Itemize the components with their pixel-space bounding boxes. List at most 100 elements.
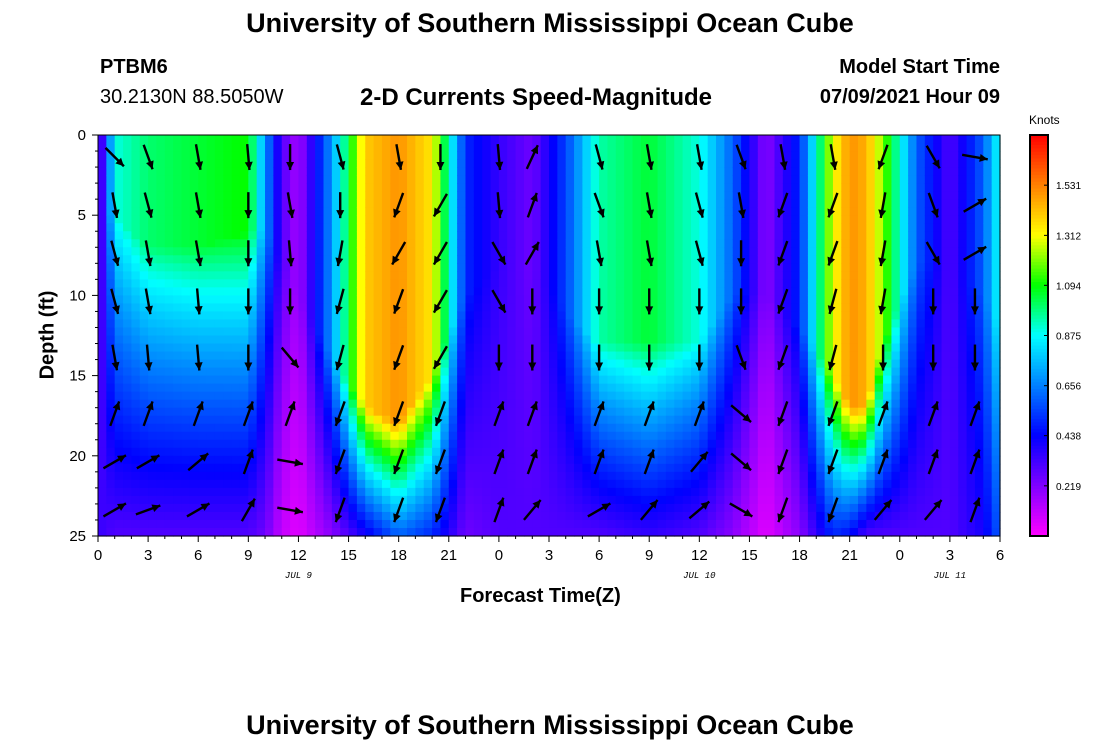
heatmap-cell <box>281 239 291 248</box>
heatmap-cell <box>615 447 625 457</box>
heatmap-cell <box>156 479 166 489</box>
heatmap-cell <box>331 135 341 144</box>
heatmap-cell <box>281 447 291 457</box>
heatmap-cell <box>849 271 859 280</box>
heatmap-cell <box>565 351 575 361</box>
heatmap-cell <box>148 223 158 232</box>
heatmap-cell <box>732 335 742 345</box>
heatmap-cell <box>457 439 467 449</box>
heatmap-cell <box>214 471 224 481</box>
heatmap-cell <box>281 439 291 449</box>
heatmap-cell <box>832 271 842 280</box>
heatmap-cell <box>590 375 600 385</box>
heatmap-cell <box>239 359 249 369</box>
heatmap-cell <box>682 447 692 457</box>
heatmap-cell <box>640 375 650 385</box>
heatmap-cell <box>356 479 366 489</box>
heatmap-cell <box>615 343 625 353</box>
heatmap-cell <box>398 159 408 168</box>
heatmap-cell <box>716 223 725 232</box>
heatmap-cell <box>649 207 659 216</box>
heatmap-cell <box>432 487 442 497</box>
heatmap-cell <box>599 199 609 208</box>
heatmap-cell <box>615 479 625 489</box>
heatmap-cell <box>841 479 851 489</box>
heatmap-cell <box>749 455 759 465</box>
heatmap-cell <box>114 151 124 160</box>
heatmap-cell <box>699 479 709 489</box>
heatmap-cell <box>774 487 784 497</box>
heatmap-cell <box>298 375 308 385</box>
heatmap-cell <box>858 151 867 160</box>
heatmap-cell <box>690 295 700 305</box>
heatmap-cell <box>457 215 467 224</box>
heatmap-cell <box>498 367 508 377</box>
heatmap-cell <box>248 519 258 529</box>
heatmap-cell <box>214 351 224 361</box>
heatmap-cell <box>498 215 508 224</box>
heatmap-cell <box>682 351 692 361</box>
heatmap-cell <box>766 255 776 264</box>
heatmap-cell <box>782 207 792 216</box>
heatmap-cell <box>348 175 358 184</box>
heatmap-cell <box>799 391 809 401</box>
heatmap-cell <box>273 447 283 457</box>
heatmap-cell <box>665 183 675 192</box>
heatmap-cell <box>490 207 500 216</box>
heatmap-cell <box>657 511 667 521</box>
heatmap-cell <box>732 423 742 433</box>
heatmap-cell <box>716 199 725 208</box>
heatmap-cell <box>498 519 508 529</box>
heatmap-cell <box>682 359 692 369</box>
heatmap-cell <box>791 231 801 240</box>
heatmap-cell <box>256 351 266 361</box>
heatmap-cell <box>131 327 141 337</box>
heatmap-cell <box>415 471 425 481</box>
heatmap-cell <box>749 247 759 256</box>
heatmap-cell <box>148 391 158 401</box>
heatmap-cell <box>248 407 258 417</box>
heatmap-cell <box>315 519 325 529</box>
heatmap-cell <box>757 335 767 345</box>
heatmap-cell <box>841 343 851 353</box>
heatmap-cell <box>465 503 475 513</box>
heatmap-cell <box>590 495 600 505</box>
heatmap-cell <box>841 303 851 313</box>
heatmap-cell <box>549 367 558 377</box>
heatmap-cell <box>423 351 433 361</box>
heatmap-cell <box>916 463 926 473</box>
heatmap-cell <box>682 159 692 168</box>
heatmap-cell <box>807 231 817 240</box>
heatmap-cell <box>640 519 650 529</box>
heatmap-cell <box>607 199 617 208</box>
heatmap-cell <box>139 183 149 192</box>
heatmap-cell <box>407 367 416 377</box>
heatmap-cell <box>924 255 934 264</box>
heatmap-cell <box>356 303 366 313</box>
heatmap-cell <box>682 519 692 529</box>
heatmap-cell <box>473 143 483 152</box>
heatmap-cell <box>916 399 926 409</box>
heatmap-cell <box>248 255 258 264</box>
heatmap-cell <box>256 415 266 425</box>
heatmap-cell <box>724 191 734 200</box>
heatmap-cell <box>281 487 291 497</box>
heatmap-cell <box>239 375 249 385</box>
heatmap-cell <box>565 279 575 288</box>
heatmap-cell <box>515 495 525 505</box>
heatmap-cell <box>323 351 333 361</box>
heatmap-cell <box>540 151 550 160</box>
heatmap-cell <box>273 527 283 537</box>
heatmap-cell <box>256 287 266 296</box>
heatmap-cell <box>473 527 483 537</box>
heatmap-cell <box>139 223 149 232</box>
heatmap-cell <box>507 351 517 361</box>
heatmap-cell <box>565 175 575 184</box>
heatmap-cell <box>615 215 625 224</box>
heatmap-cell <box>632 495 642 505</box>
heatmap-cell <box>924 223 934 232</box>
heatmap-cell <box>924 311 934 321</box>
heatmap-cell <box>457 423 467 433</box>
heatmap-cell <box>248 415 258 425</box>
heatmap-cell <box>323 367 333 377</box>
